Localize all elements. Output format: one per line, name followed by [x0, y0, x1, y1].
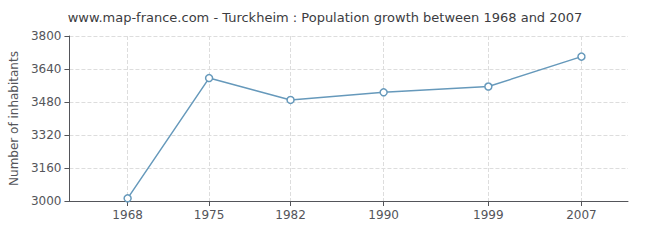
svg-text:1982: 1982: [275, 208, 306, 222]
svg-text:1968: 1968: [112, 208, 143, 222]
svg-text:2007: 2007: [566, 208, 597, 222]
svg-text:3320: 3320: [31, 128, 62, 142]
svg-text:3800: 3800: [31, 29, 62, 43]
svg-text:1975: 1975: [194, 208, 225, 222]
svg-text:1999: 1999: [473, 208, 504, 222]
svg-text:Number of inhabitants: Number of inhabitants: [7, 51, 21, 186]
svg-text:3640: 3640: [31, 62, 62, 76]
svg-text:3480: 3480: [31, 95, 62, 109]
svg-text:3160: 3160: [31, 161, 62, 175]
svg-text:www.map-france.com - Turckheim: www.map-france.com - Turckheim : Populat…: [68, 10, 583, 25]
svg-text:1990: 1990: [368, 208, 399, 222]
svg-text:3000: 3000: [31, 194, 62, 208]
